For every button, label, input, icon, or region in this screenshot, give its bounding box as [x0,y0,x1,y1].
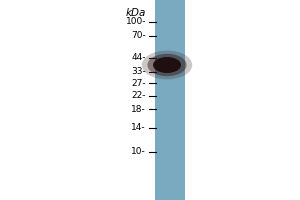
Text: 22-: 22- [131,92,146,100]
Text: 14-: 14- [131,123,146,132]
Text: 100-: 100- [125,18,146,26]
Text: 70-: 70- [131,31,146,40]
Ellipse shape [142,51,192,79]
Ellipse shape [147,54,187,76]
Ellipse shape [153,57,181,73]
Text: kDa: kDa [126,8,146,18]
Text: 18-: 18- [131,104,146,114]
Text: 27-: 27- [131,78,146,88]
Text: 10-: 10- [131,148,146,156]
Text: 44-: 44- [131,53,146,62]
Bar [155,0,185,200]
Text: 33-: 33- [131,68,146,76]
